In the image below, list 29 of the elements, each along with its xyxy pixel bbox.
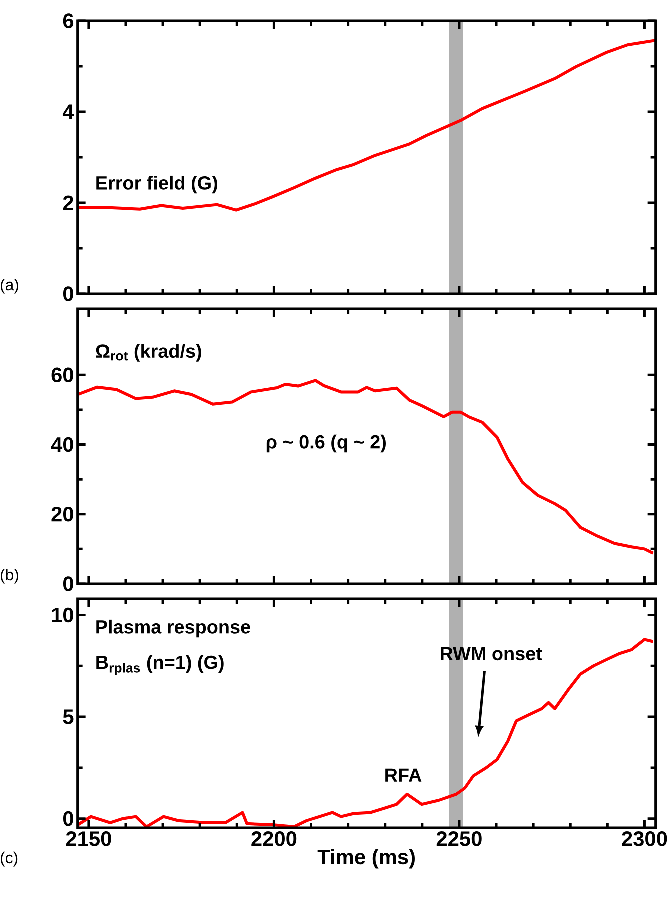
annotation: B$_{rplas}$ (n=1) (G) <box>96 655 224 676</box>
annotation: Plasma response <box>96 620 250 638</box>
text: (a) <box>0 278 18 294</box>
y-tick-label: 0 <box>63 286 74 302</box>
annotation: RWM onset <box>440 647 542 661</box>
y-tick-label: 10 <box>52 608 74 623</box>
text: (c) <box>0 852 18 867</box>
y-tick-label: 6 <box>63 14 74 28</box>
x-tick-label: 2250 <box>436 832 482 846</box>
line-series <box>76 379 655 555</box>
annotation: Error field (G) <box>96 176 218 194</box>
y-tick-label: 40 <box>51 437 74 452</box>
x-tick-label: 2300 <box>622 832 667 846</box>
y-tick-label: 2 <box>63 196 74 210</box>
annotation: RFA <box>385 768 422 782</box>
y-tick-label: 20 <box>52 506 74 522</box>
annotation: Ω$_{rot}$ (krad/s) <box>96 344 202 362</box>
line-series <box>76 39 658 212</box>
y-tick-label: 5 <box>63 710 74 724</box>
y-tick-label: 0 <box>63 811 74 826</box>
line-series <box>76 638 655 828</box>
y-tick-label: 60 <box>52 368 74 383</box>
y-tick-label: 0 <box>63 576 74 592</box>
x-tick-label: 2150 <box>66 832 112 846</box>
x-axis-title: Time (ms) <box>318 849 415 869</box>
text: (b) <box>0 568 18 584</box>
annotation: ρ ~ 0.6 (q ~ 2) <box>266 434 386 453</box>
y-tick-label: 4 <box>62 104 74 120</box>
x-tick-label: 2200 <box>252 832 296 846</box>
